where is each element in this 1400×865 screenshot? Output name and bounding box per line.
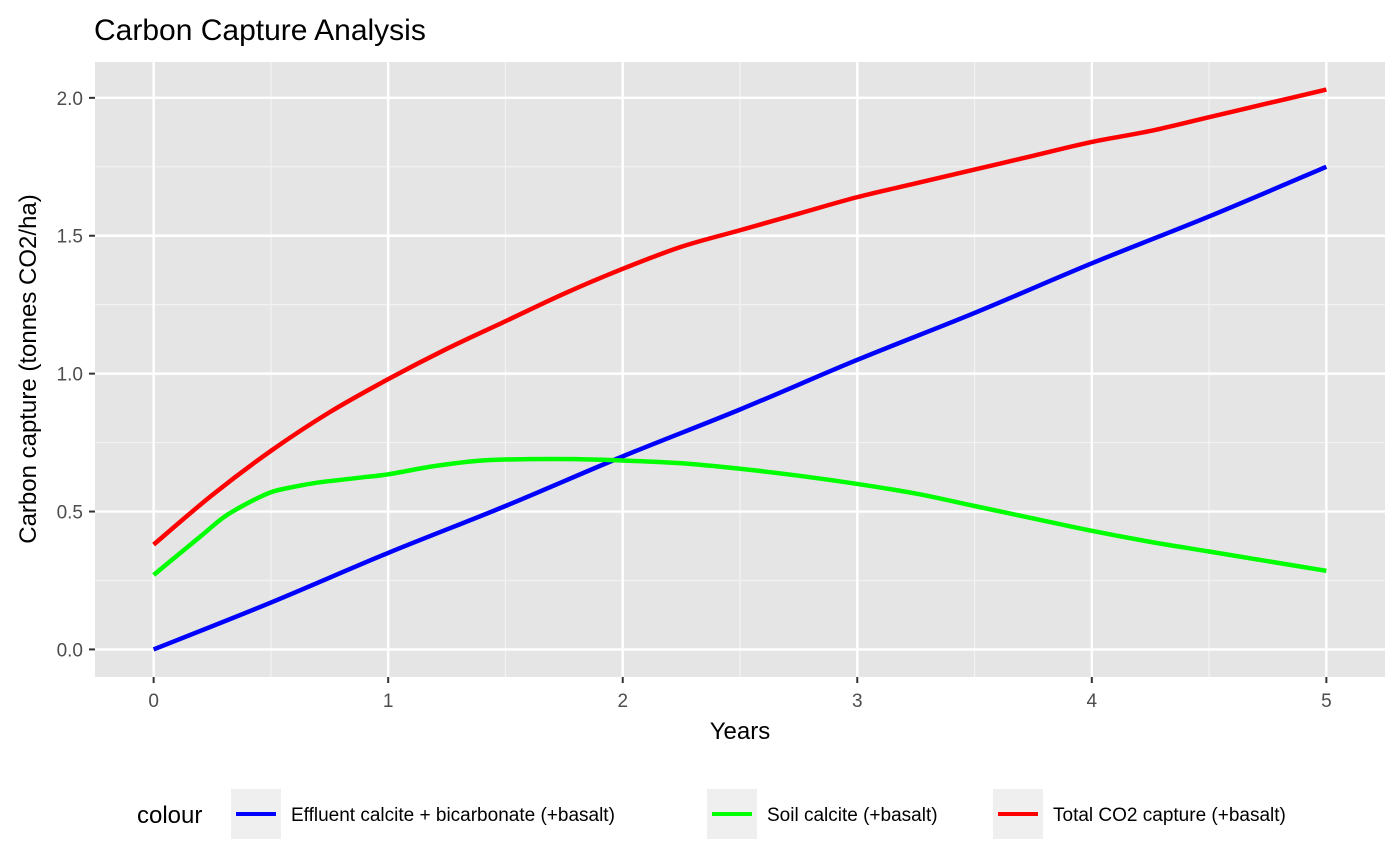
y-tick-label: 2.0 — [57, 89, 83, 110]
legend-item-soil: Soil calcite (+basalt) — [707, 789, 938, 839]
chart-title: Carbon Capture Analysis — [94, 14, 426, 47]
x-tick-label: 1 — [383, 691, 394, 712]
legend-title: colour — [137, 802, 202, 829]
series-line-effluent — [152, 164, 1328, 652]
y-axis-title: Carbon capture (tonnes CO2/ha) — [15, 194, 42, 544]
y-tick-label: 1.0 — [57, 365, 83, 386]
axis-ticks: 0 1 2 3 4 5 0.0 0.5 1.0 1.5 2.0 — [57, 89, 1332, 712]
legend-label-total: Total CO2 capture (+basalt) — [1053, 805, 1286, 826]
series-lines — [152, 87, 1328, 652]
x-axis-title: Years — [710, 718, 771, 745]
legend-item-effluent: Effluent calcite + bicarbonate (+basalt) — [231, 789, 615, 839]
y-tick-label: 0.5 — [57, 503, 83, 524]
legend-label-soil: Soil calcite (+basalt) — [767, 805, 938, 826]
x-tick-label: 5 — [1321, 691, 1332, 712]
legend: colour Effluent calcite + bicarbonate (+… — [137, 789, 1286, 839]
x-tick-label: 2 — [617, 691, 628, 712]
series-line-total — [152, 87, 1327, 547]
x-tick-label: 3 — [852, 691, 863, 712]
series-line-soil — [152, 456, 1327, 577]
y-tick-label: 0.0 — [57, 640, 83, 661]
x-tick-label: 0 — [148, 691, 159, 712]
grid-lines — [95, 62, 1385, 677]
y-tick-label: 1.5 — [57, 227, 83, 248]
x-tick-label: 4 — [1087, 691, 1098, 712]
legend-label-effluent: Effluent calcite + bicarbonate (+basalt) — [291, 805, 615, 826]
legend-item-total: Total CO2 capture (+basalt) — [993, 789, 1286, 839]
